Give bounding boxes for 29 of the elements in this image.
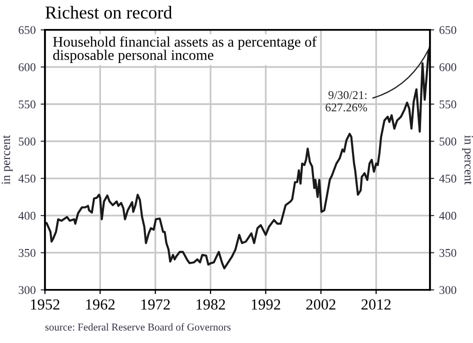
y-tick-label: 400: [18, 212, 36, 220]
y-tick-label: 500: [18, 138, 36, 146]
y2-tick-label: 350: [440, 248, 456, 257]
text: Household financial assets as a percentage of disposable personal income: [53, 36, 317, 63]
y2-tick-label: 600: [439, 63, 456, 72]
y2-tick-label: 400: [439, 212, 456, 220]
y2-tick-label: 300: [440, 286, 456, 294]
x-tick-label: 1992: [252, 299, 280, 310]
y-tick-label: 350: [18, 248, 36, 257]
x-tick-label: 1962: [86, 299, 115, 310]
x-tick-label: 1952: [31, 299, 60, 310]
x-tick-label: 1982: [196, 299, 225, 310]
y-tick-label: 300: [18, 286, 36, 294]
x-tick-label: 2002: [306, 299, 336, 310]
chart-title: Richest on record: [45, 6, 172, 19]
x-tick-label: 2012: [362, 299, 391, 310]
y-tick-label: 650: [18, 26, 36, 34]
y-tick-label: 450: [18, 174, 36, 183]
y2-axis-title: in percent: [462, 135, 473, 185]
annotation: 9/30/21: 627.26%: [326, 91, 368, 112]
y2-tick-label: 550: [440, 100, 456, 108]
source-note: source: Federal Reserve Board of Governors: [45, 323, 231, 331]
y-tick-label: 600: [18, 63, 36, 72]
y2-tick-label: 500: [440, 138, 456, 146]
y2-tick-label: 650: [439, 26, 456, 34]
y2-tick-label: 450: [439, 174, 456, 183]
y-axis-title: in percent: [2, 135, 13, 184]
y-tick-label: 550: [18, 100, 36, 108]
x-tick-label: 1972: [141, 299, 170, 310]
